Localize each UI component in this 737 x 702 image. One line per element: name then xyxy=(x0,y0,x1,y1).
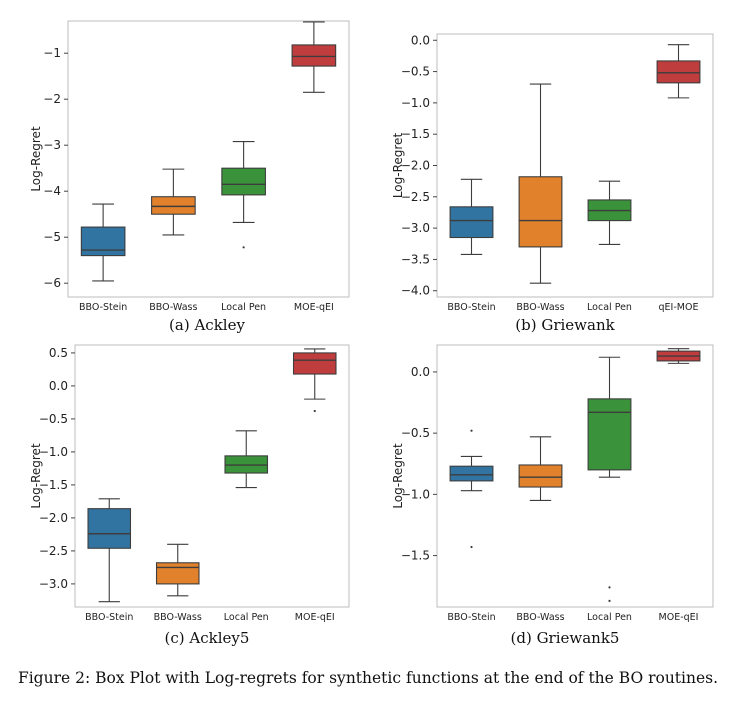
box-bbo-wass xyxy=(518,83,563,284)
x-category-label: BBO-Wass xyxy=(516,612,564,623)
y-tick-label: 0.5 xyxy=(49,346,68,360)
y-tick-label: −1.0 xyxy=(39,445,68,459)
box-bbo-stein xyxy=(87,498,132,603)
outlier-point xyxy=(470,545,473,549)
x-category-label: Local Pen xyxy=(587,612,632,623)
iqr-box xyxy=(151,196,196,215)
x-category-label: BBO-Stein xyxy=(85,612,133,623)
subplot-caption: (c) Ackley5 xyxy=(165,629,250,647)
y-tick-label: −1.5 xyxy=(39,478,68,492)
iqr-box xyxy=(518,464,563,488)
y-tick-label: −4.0 xyxy=(401,284,430,298)
y-tick-label: −1.5 xyxy=(401,549,430,563)
outlier-point xyxy=(470,429,473,432)
iqr-box xyxy=(155,562,200,585)
y-tick-label: −1.5 xyxy=(401,127,430,141)
subplot-caption: (d) Griewank5 xyxy=(511,629,620,647)
box-bbo-stein xyxy=(80,203,126,282)
plot-frame xyxy=(67,20,350,298)
outlier-point xyxy=(608,586,611,589)
x-category-label: BBO-Wass xyxy=(516,302,564,313)
y-tick-label: −2.5 xyxy=(39,544,68,558)
iqr-box xyxy=(518,176,563,248)
x-category-label: BBO-Stein xyxy=(447,302,495,313)
y-tick-label: −3.5 xyxy=(401,252,430,266)
iqr-box xyxy=(80,226,126,257)
box-qei-moe xyxy=(656,44,701,99)
y-tick-label: −1.0 xyxy=(401,96,430,110)
y-tick-label: −0.5 xyxy=(39,412,68,426)
iqr-box xyxy=(449,206,494,239)
outlier-point xyxy=(313,409,316,413)
y-tick-label: −0.5 xyxy=(401,65,430,79)
iqr-box xyxy=(291,44,337,67)
subplot-caption: (a) Ackley xyxy=(169,316,245,334)
y-tick-label: −2.0 xyxy=(401,159,430,173)
x-category-label: BBO-Stein xyxy=(447,612,495,623)
x-category-label: BBO-Stein xyxy=(79,302,127,313)
iqr-box xyxy=(656,60,701,84)
y-tick-label: −1 xyxy=(43,46,61,60)
y-tick-label: −2.0 xyxy=(39,511,68,525)
y-tick-label: −2.5 xyxy=(401,190,430,204)
subplot-3: 0.5 0.0 −0.5 −1.0 −1.5 −2.0 −2.5 −3.0 Log-Regret… xyxy=(29,344,350,647)
x-category-label: Local Pen xyxy=(224,612,269,623)
y-tick-label: 0.0 xyxy=(411,33,430,47)
box-local-pen xyxy=(224,430,269,489)
box-bbo-wass xyxy=(155,543,200,597)
x-category-label: MOE-qEI xyxy=(659,612,699,623)
y-tick-label: −5 xyxy=(43,230,61,244)
box-local-pen xyxy=(587,180,632,245)
box-bbo-wass xyxy=(518,436,563,502)
y-tick-label: 0.0 xyxy=(49,379,68,393)
y-axis-label: Log-Regret xyxy=(391,443,405,509)
x-category-label: Local Pen xyxy=(587,302,632,313)
x-category-label: MOE-qEI xyxy=(295,612,335,623)
iqr-box xyxy=(449,465,494,482)
y-tick-label: −4 xyxy=(43,184,61,198)
subplot-2: 0.0 −0.5 −1.0 −1.5 −2.0 −2.5 −3.0 −3.5 −4.0 Log-R… xyxy=(391,33,714,334)
y-axis-label: Log-Regret xyxy=(391,133,405,199)
y-tick-label: −3.0 xyxy=(39,577,68,591)
y-tick-label: −0.5 xyxy=(401,426,430,440)
figure-caption: Figure 2: Box Plot with Log-regrets for … xyxy=(18,669,718,687)
y-axis-label: Log-Regret xyxy=(29,443,43,509)
box-bbo-stein xyxy=(449,178,494,255)
iqr-box xyxy=(221,167,266,196)
y-tick-label: −6 xyxy=(43,276,61,290)
y-tick-label: −3.0 xyxy=(401,221,430,235)
box-local-pen xyxy=(587,356,632,602)
box-moe-qei xyxy=(292,348,337,413)
outlier-point xyxy=(242,246,245,249)
subplot-1: −6 −5 −4 −3 −2 −1 Log-Regret BBO-Stein BBO-Wass L… xyxy=(29,20,350,334)
iqr-box xyxy=(87,508,132,549)
x-category-label: BBO-Wass xyxy=(149,302,197,313)
y-tick-label: −1.0 xyxy=(401,487,430,501)
y-tick-label: −3 xyxy=(43,138,61,152)
plot-frame xyxy=(436,344,714,608)
x-category-label: BBO-Wass xyxy=(154,612,202,623)
box-moe-qei xyxy=(291,21,337,93)
box-local-pen xyxy=(221,140,266,249)
box-bbo-wass xyxy=(151,168,196,236)
iqr-box xyxy=(587,398,632,471)
box-moe-qei xyxy=(656,348,701,364)
x-category-label: qEI-MOE xyxy=(659,302,699,313)
y-tick-label: −2 xyxy=(43,92,61,106)
x-category-label: MOE-qEI xyxy=(294,302,334,313)
iqr-box xyxy=(292,352,337,375)
y-tick-label: 0.0 xyxy=(411,365,430,379)
y-axis-label: Log-Regret xyxy=(29,126,43,192)
outlier-point xyxy=(608,599,611,602)
box-bbo-stein xyxy=(449,429,494,549)
subplot-caption: (b) Griewank xyxy=(515,316,615,334)
subplot-4: 0.0 −0.5 −1.0 −1.5 Log-Regret BBO-Stein BBO-Wa… xyxy=(391,344,714,647)
plot-frame xyxy=(74,344,350,608)
x-category-label: Local Pen xyxy=(221,302,266,313)
